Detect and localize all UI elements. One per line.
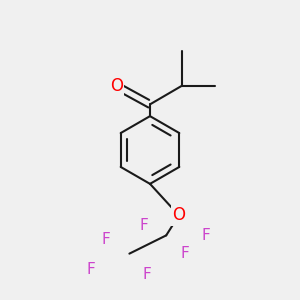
Text: F: F: [101, 232, 110, 247]
Text: F: F: [180, 246, 189, 261]
Text: F: F: [140, 218, 148, 232]
Text: F: F: [87, 262, 95, 277]
Text: F: F: [143, 267, 152, 282]
Text: F: F: [202, 228, 210, 243]
Text: O: O: [172, 206, 185, 224]
Text: O: O: [110, 77, 123, 95]
